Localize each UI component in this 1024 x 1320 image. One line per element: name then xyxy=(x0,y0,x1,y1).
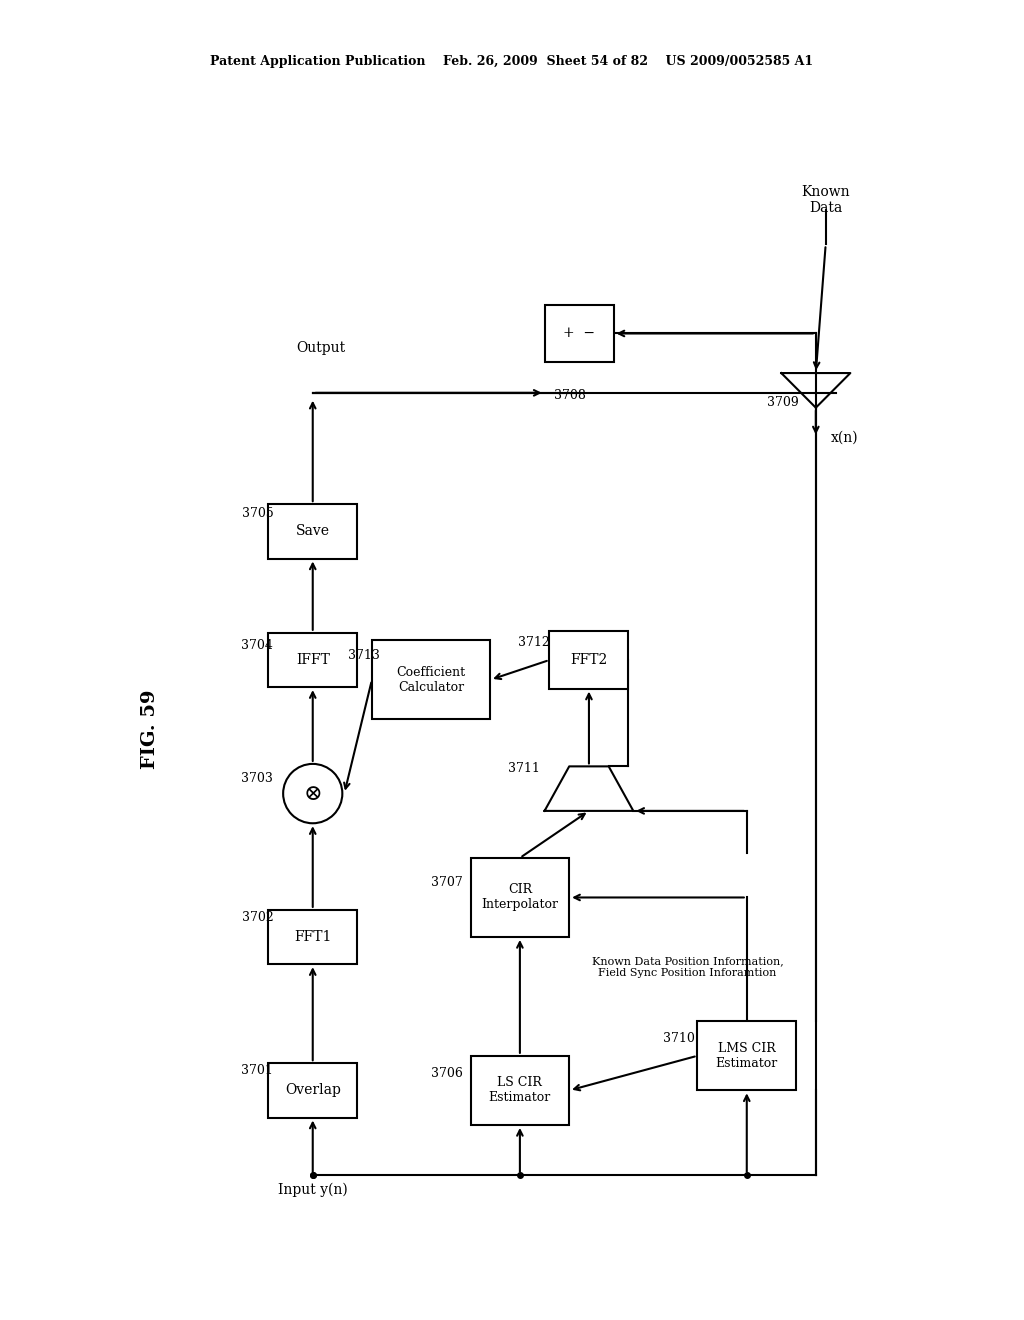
Bar xyxy=(471,1056,569,1125)
Bar xyxy=(697,1022,796,1090)
Text: LMS CIR
Estimator: LMS CIR Estimator xyxy=(716,1041,778,1069)
Bar xyxy=(372,640,490,719)
Bar xyxy=(545,305,613,362)
Text: FFT2: FFT2 xyxy=(570,653,607,667)
Bar xyxy=(550,631,629,689)
Text: Output: Output xyxy=(296,342,345,355)
Bar xyxy=(471,858,569,937)
Text: 3703: 3703 xyxy=(242,772,273,785)
Polygon shape xyxy=(545,767,633,810)
Text: IFFT: IFFT xyxy=(296,653,330,667)
Text: Known
Data: Known Data xyxy=(802,185,850,215)
Text: 3710: 3710 xyxy=(663,1032,694,1045)
Text: Coefficient
Calculator: Coefficient Calculator xyxy=(396,665,466,694)
Text: 3705: 3705 xyxy=(242,507,273,520)
Bar xyxy=(268,909,357,965)
Text: 3708: 3708 xyxy=(554,389,587,403)
Bar xyxy=(268,1063,357,1118)
Text: FIG. 59: FIG. 59 xyxy=(141,689,159,770)
Text: 3707: 3707 xyxy=(431,876,463,890)
Text: 3701: 3701 xyxy=(242,1064,273,1077)
Text: 3704: 3704 xyxy=(242,639,273,652)
Text: 3713: 3713 xyxy=(348,648,380,661)
Text: FFT1: FFT1 xyxy=(294,931,332,944)
Text: Input y(n): Input y(n) xyxy=(278,1183,347,1196)
Text: 3711: 3711 xyxy=(508,763,540,775)
Text: +  −: + − xyxy=(563,326,595,341)
Text: LS CIR
Estimator: LS CIR Estimator xyxy=(488,1076,551,1105)
Text: 3706: 3706 xyxy=(431,1067,463,1080)
Text: 3712: 3712 xyxy=(518,636,550,648)
Text: ⊗: ⊗ xyxy=(303,783,323,805)
Bar xyxy=(268,504,357,558)
Text: 3702: 3702 xyxy=(242,911,273,924)
Polygon shape xyxy=(781,374,850,408)
Text: Patent Application Publication    Feb. 26, 2009  Sheet 54 of 82    US 2009/00525: Patent Application Publication Feb. 26, … xyxy=(211,55,813,67)
Text: Known Data Position Information,
Field Sync Position Inforamtion: Known Data Position Information, Field S… xyxy=(592,956,783,978)
Bar xyxy=(268,632,357,688)
Text: 3709: 3709 xyxy=(767,396,799,409)
Text: Overlap: Overlap xyxy=(285,1084,341,1097)
Text: Save: Save xyxy=(296,524,330,539)
Circle shape xyxy=(284,764,342,824)
Text: x(n): x(n) xyxy=(830,430,858,445)
Text: CIR
Interpolator: CIR Interpolator xyxy=(481,883,558,912)
